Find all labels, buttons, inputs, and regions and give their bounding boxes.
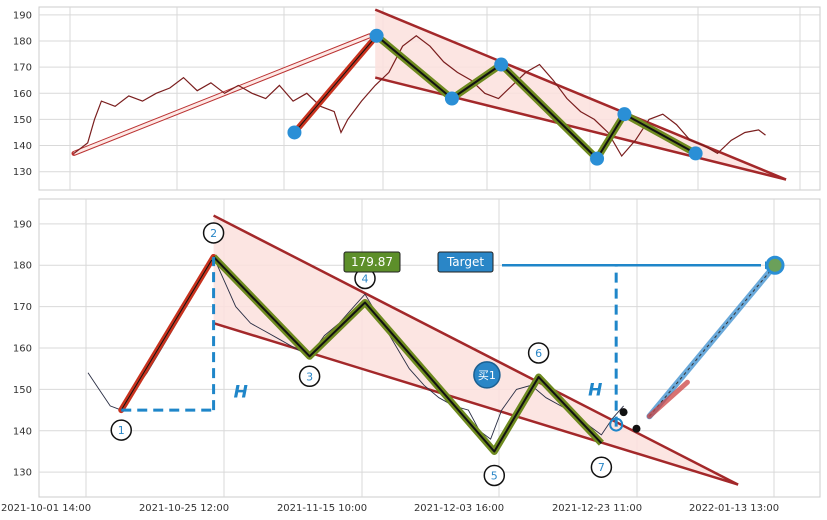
- top-pivot-point: [688, 146, 703, 161]
- top-pivot-point: [590, 151, 605, 166]
- bottom-h-label-left: H: [234, 383, 248, 403]
- wave-label-circle: [298, 365, 321, 388]
- top-pivot-point: [287, 125, 302, 140]
- top-y-tick-label: 140: [13, 141, 32, 152]
- wave-label-circle: [110, 419, 132, 441]
- top-pivot-point: [494, 57, 509, 72]
- breakout-marker: [619, 408, 628, 417]
- wave-label-3: 3: [306, 370, 313, 383]
- top-y-tick-label: 180: [13, 36, 32, 47]
- bottom-y-tick-label: 190: [13, 219, 32, 230]
- bottom-x-tick-label: 2021-10-01 14:00: [1, 503, 91, 514]
- bottom-y-tick-label: 130: [13, 468, 32, 479]
- bottom-y-tick-label: 150: [13, 385, 32, 396]
- bottom-y-tick-label: 160: [13, 344, 32, 355]
- top-channel-upper: [374, 8, 787, 181]
- wave-label-2: 2: [210, 227, 217, 240]
- target-box-text: Target: [446, 255, 484, 269]
- top-projection-arrow: [73, 34, 371, 155]
- top-impulse-core: [294, 35, 377, 133]
- bottom-y-tick-label: 180: [13, 261, 32, 272]
- bottom-x-tick-label: 2021-12-23 11:00: [552, 503, 642, 514]
- top-pivot-point: [444, 91, 459, 106]
- top-pivot-point: [617, 107, 632, 122]
- bottom-wave-inner: [212, 256, 603, 453]
- top-y-tick-label: 170: [13, 63, 32, 74]
- wave-label-6: 6: [535, 347, 542, 360]
- buy-marker: [473, 361, 501, 389]
- price-box-text: 179.87: [351, 255, 393, 269]
- target-box: [437, 251, 494, 273]
- wave-label-circle: [483, 464, 506, 487]
- bottom-x-tick-label: 2021-12-03 16:00: [414, 503, 504, 514]
- bottom-target-point: [765, 255, 785, 275]
- bottom-x-tick-label: 2021-11-15 10:00: [277, 503, 367, 514]
- top-y-tick-label: 130: [13, 167, 32, 178]
- breakout-circle: [609, 417, 624, 432]
- wave-label-circle: [527, 342, 550, 364]
- wave-label-7: 7: [598, 461, 605, 474]
- bottom-y-tick-label: 140: [13, 426, 32, 437]
- breakout-marker: [632, 424, 641, 433]
- bottom-x-tick-label: 2021-10-25 12:00: [139, 503, 229, 514]
- wave-label-1: 1: [118, 424, 125, 437]
- top-pivot-point: [369, 28, 384, 43]
- price-box: [343, 251, 401, 273]
- top-y-tick-label: 160: [13, 89, 32, 100]
- top-y-tick-label: 190: [13, 10, 32, 21]
- bottom-impulse-core: [120, 256, 215, 411]
- bottom-y-tick-label: 170: [13, 302, 32, 313]
- top-price-line: [73, 35, 766, 158]
- top-wave-inner: [375, 35, 697, 160]
- wave-label-4: 4: [362, 272, 369, 285]
- bottom-x-tick-label: 2022-01-13 13:00: [689, 503, 779, 514]
- bottom-forecast-start-segment: [646, 379, 690, 419]
- wave-label-circle: [590, 456, 613, 478]
- top-y-tick-label: 150: [13, 115, 32, 126]
- buy-marker-text: 买1: [478, 369, 496, 382]
- bottom-channel-upper: [213, 214, 739, 486]
- bottom-forecast-arrow-core: [649, 264, 776, 417]
- wave-label-circle: [202, 222, 225, 244]
- bottom-h-label-right: H: [588, 381, 602, 401]
- wave-label-5: 5: [491, 469, 498, 482]
